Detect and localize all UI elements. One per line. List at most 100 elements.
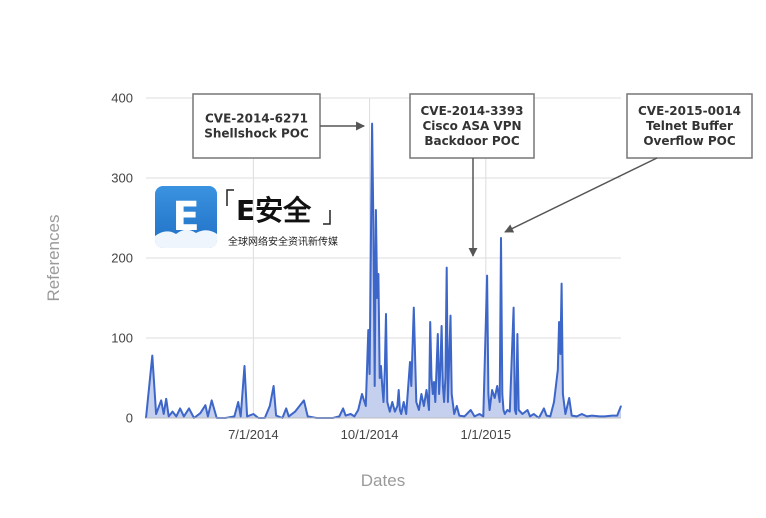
data-point xyxy=(558,321,560,323)
annotation-box xyxy=(626,93,753,159)
data-point xyxy=(449,315,452,317)
data-point xyxy=(433,381,435,383)
data-point xyxy=(211,399,213,401)
data-point xyxy=(441,325,443,327)
x-tick-label: 7/1/2014 xyxy=(228,427,279,442)
data-point xyxy=(444,377,446,379)
data-point xyxy=(207,415,209,417)
data-point xyxy=(513,307,515,309)
data-point xyxy=(410,385,412,387)
data-point xyxy=(543,407,545,409)
data-point xyxy=(423,405,425,407)
data-point xyxy=(409,361,411,363)
data-point xyxy=(425,389,428,391)
data-point xyxy=(285,407,287,409)
data-point xyxy=(586,415,588,417)
data-point xyxy=(374,385,376,387)
data-point xyxy=(294,411,296,413)
data-point xyxy=(494,397,496,399)
data-point xyxy=(451,393,453,395)
data-point xyxy=(526,409,529,411)
x-tick-label: 1/1/2015 xyxy=(461,427,512,442)
data-point xyxy=(237,401,239,403)
data-point xyxy=(561,283,563,285)
y-tick-label: 100 xyxy=(111,331,133,346)
data-point xyxy=(399,409,401,411)
data-point xyxy=(478,413,481,415)
cloud-icon xyxy=(155,229,217,248)
data-point xyxy=(430,377,433,379)
data-point xyxy=(491,389,493,391)
data-point xyxy=(571,415,573,417)
axis-ticks: 0 100 200 300 400 7/1/2014 10/1/2014 1/1/2015 xyxy=(111,91,511,443)
data-point xyxy=(273,385,275,387)
data-point xyxy=(514,409,516,411)
data-point xyxy=(199,412,201,414)
logo-bracket-right xyxy=(323,210,331,225)
series-area xyxy=(145,122,622,419)
data-point xyxy=(398,389,400,391)
data-point xyxy=(307,415,309,417)
data-point xyxy=(502,409,505,411)
annotation-box xyxy=(192,93,321,159)
data-point xyxy=(415,401,417,403)
data-point xyxy=(533,413,535,415)
annotation-arrow xyxy=(504,157,658,233)
data-point xyxy=(429,321,431,323)
data-point xyxy=(489,409,491,411)
data-point xyxy=(564,413,567,415)
data-point xyxy=(183,415,185,417)
annotation-text: CVE-2014-3393 xyxy=(420,104,523,118)
data-point xyxy=(175,415,177,417)
data-point xyxy=(386,401,388,403)
data-point xyxy=(377,273,379,275)
data-point xyxy=(516,333,519,335)
data-point xyxy=(382,401,385,403)
data-point xyxy=(233,415,235,417)
data-point xyxy=(456,405,458,407)
x-tick-label: 10/1/2014 xyxy=(341,427,399,442)
data-point xyxy=(562,393,564,395)
data-point xyxy=(252,413,254,415)
data-point xyxy=(385,313,387,315)
data-point xyxy=(375,209,377,211)
data-point xyxy=(350,413,352,415)
data-point xyxy=(486,275,488,277)
data-point xyxy=(165,398,167,400)
data-point xyxy=(204,404,206,406)
data-point xyxy=(518,409,520,411)
data-point xyxy=(420,393,422,395)
data-point xyxy=(509,411,511,413)
data-point xyxy=(243,365,246,367)
data-point xyxy=(171,411,174,413)
data-point xyxy=(275,415,277,417)
data-point xyxy=(604,415,606,417)
data-point xyxy=(482,415,484,417)
data-point xyxy=(168,415,170,417)
data-point xyxy=(389,411,391,413)
data-point xyxy=(396,405,398,407)
data-point xyxy=(458,415,460,417)
data-point xyxy=(439,369,441,371)
watermark-logo: E E安全 全球网络安全资讯新传媒 xyxy=(155,186,338,248)
data-point xyxy=(620,405,622,407)
data-point xyxy=(384,369,386,371)
data-point xyxy=(591,415,593,417)
data-point xyxy=(188,407,190,409)
data-point xyxy=(576,415,578,417)
data-point xyxy=(338,415,340,417)
data-point xyxy=(611,415,613,417)
annotation-text: Telnet Buffer xyxy=(646,119,733,133)
y-axis-title: References xyxy=(44,215,63,302)
data-point xyxy=(446,267,448,269)
data-point xyxy=(443,401,445,403)
data-point xyxy=(500,237,502,239)
annotation-text: Cisco ASA VPN xyxy=(422,119,521,133)
logo-tagline: 全球网络安全资讯新传媒 xyxy=(228,235,338,248)
data-point xyxy=(240,415,242,417)
data-point xyxy=(437,333,439,335)
data-point xyxy=(160,399,162,401)
data-point xyxy=(545,415,548,417)
data-point xyxy=(381,385,383,387)
